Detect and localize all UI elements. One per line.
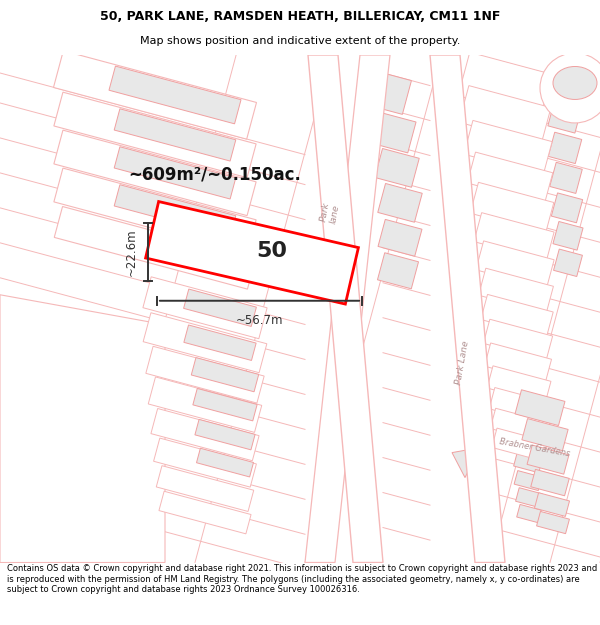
Text: ~22.6m: ~22.6m — [125, 228, 138, 276]
Polygon shape — [535, 492, 569, 516]
Polygon shape — [470, 182, 554, 233]
Polygon shape — [517, 504, 541, 522]
Polygon shape — [536, 511, 569, 534]
Polygon shape — [184, 289, 256, 326]
Polygon shape — [495, 215, 545, 251]
Polygon shape — [514, 471, 542, 491]
Polygon shape — [489, 388, 551, 424]
Polygon shape — [114, 109, 236, 161]
Polygon shape — [488, 156, 544, 196]
Polygon shape — [505, 322, 545, 351]
Ellipse shape — [553, 66, 597, 99]
Polygon shape — [159, 491, 251, 534]
Polygon shape — [146, 346, 264, 403]
Polygon shape — [522, 419, 568, 451]
Polygon shape — [143, 277, 267, 339]
Text: ~56.7m: ~56.7m — [236, 314, 283, 327]
Polygon shape — [502, 298, 544, 328]
Polygon shape — [377, 253, 419, 289]
Polygon shape — [109, 66, 241, 124]
Polygon shape — [476, 241, 554, 289]
Polygon shape — [156, 466, 254, 511]
Polygon shape — [542, 69, 578, 103]
Polygon shape — [474, 213, 554, 261]
Polygon shape — [479, 91, 541, 134]
Polygon shape — [514, 452, 542, 472]
Ellipse shape — [540, 53, 600, 123]
Polygon shape — [148, 377, 262, 432]
Polygon shape — [515, 390, 565, 426]
Polygon shape — [159, 228, 241, 268]
Polygon shape — [490, 408, 550, 443]
Polygon shape — [498, 244, 546, 278]
Polygon shape — [0, 295, 165, 562]
Polygon shape — [464, 121, 552, 176]
Polygon shape — [193, 389, 257, 421]
Polygon shape — [531, 469, 569, 496]
Polygon shape — [368, 71, 412, 114]
Polygon shape — [54, 130, 256, 216]
Polygon shape — [502, 272, 546, 304]
Polygon shape — [550, 162, 582, 193]
Text: 50: 50 — [257, 241, 287, 261]
Polygon shape — [151, 409, 259, 461]
Polygon shape — [54, 92, 256, 178]
Polygon shape — [305, 55, 390, 562]
Text: Brabner Gardens: Brabner Gardens — [499, 437, 571, 458]
Polygon shape — [509, 392, 545, 417]
Polygon shape — [154, 438, 256, 487]
Polygon shape — [512, 434, 544, 456]
Polygon shape — [146, 201, 358, 304]
Polygon shape — [554, 249, 583, 276]
Polygon shape — [114, 147, 236, 199]
Polygon shape — [467, 152, 553, 204]
Polygon shape — [487, 366, 551, 404]
Polygon shape — [378, 219, 422, 256]
Text: ~609m²/~0.150ac.: ~609m²/~0.150ac. — [128, 166, 301, 184]
Polygon shape — [430, 55, 505, 562]
Polygon shape — [491, 186, 545, 224]
Polygon shape — [484, 124, 542, 165]
Polygon shape — [143, 312, 267, 372]
Polygon shape — [507, 369, 545, 396]
Polygon shape — [452, 448, 480, 478]
Polygon shape — [459, 86, 551, 144]
Text: 50, PARK LANE, RAMSDEN HEATH, BILLERICAY, CM11 1NF: 50, PARK LANE, RAMSDEN HEATH, BILLERICAY… — [100, 10, 500, 23]
Polygon shape — [553, 221, 583, 250]
Polygon shape — [492, 61, 548, 105]
Polygon shape — [54, 168, 256, 254]
Polygon shape — [479, 268, 553, 313]
Text: Contains OS data © Crown copyright and database right 2021. This information is : Contains OS data © Crown copyright and d… — [7, 564, 598, 594]
Polygon shape — [505, 348, 545, 374]
Polygon shape — [211, 231, 269, 264]
Polygon shape — [484, 319, 553, 360]
Polygon shape — [527, 445, 569, 474]
Polygon shape — [195, 419, 255, 450]
Polygon shape — [308, 55, 383, 562]
Polygon shape — [548, 99, 582, 133]
Polygon shape — [481, 294, 553, 337]
Polygon shape — [511, 414, 544, 437]
Text: Map shows position and indicative extent of the property.: Map shows position and indicative extent… — [140, 36, 460, 46]
Polygon shape — [458, 52, 552, 118]
Polygon shape — [191, 357, 259, 392]
Text: Park
lane: Park lane — [319, 201, 341, 224]
Polygon shape — [484, 343, 551, 382]
Polygon shape — [551, 193, 583, 222]
Polygon shape — [196, 448, 254, 477]
Polygon shape — [492, 428, 548, 461]
Polygon shape — [375, 149, 419, 188]
Text: Park Lane: Park Lane — [454, 340, 470, 386]
Polygon shape — [54, 206, 256, 289]
Polygon shape — [548, 132, 582, 164]
Polygon shape — [515, 488, 542, 508]
Polygon shape — [114, 185, 236, 237]
Polygon shape — [184, 325, 256, 361]
Polygon shape — [53, 51, 257, 139]
Polygon shape — [378, 184, 422, 222]
Polygon shape — [374, 113, 416, 153]
